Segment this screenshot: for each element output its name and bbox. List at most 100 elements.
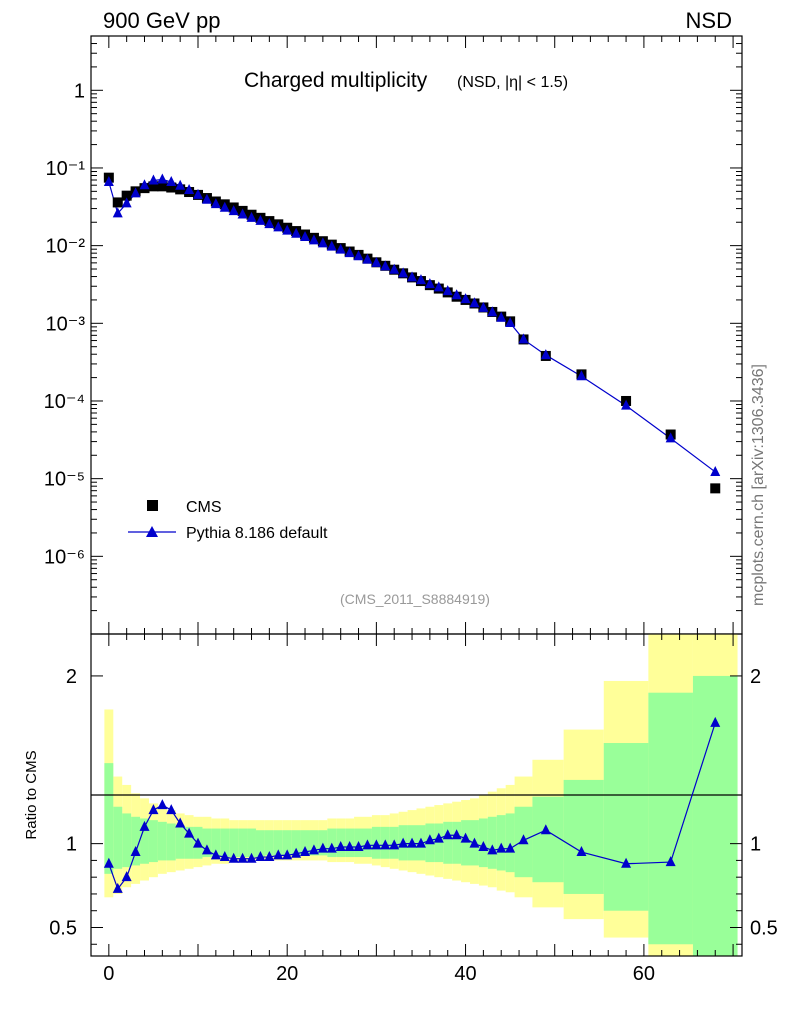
inner-uncertainty-band: [434, 823, 444, 863]
ratio-x-tick-label: 20: [276, 963, 298, 985]
pythia-point: [273, 221, 284, 232]
ratio-point: [139, 820, 150, 831]
inner-uncertainty-band: [157, 821, 167, 861]
chart-subtitle: (NSD, |η| < 1.5): [457, 74, 568, 91]
legend-marker-pythia: [146, 526, 158, 537]
inner-uncertainty-band: [229, 828, 239, 858]
pythia-point: [300, 231, 311, 242]
pythia-point: [139, 179, 150, 190]
ratio-point: [621, 857, 632, 868]
pythia-point: [166, 175, 177, 186]
inner-uncertainty-band: [202, 828, 212, 858]
inner-uncertainty-band: [113, 806, 123, 869]
ratio-y-tick-label: 0.5: [49, 917, 77, 939]
pythia-point: [487, 306, 498, 317]
main-y-tick-label: 10⁻²: [46, 236, 86, 258]
pythia-point: [398, 267, 409, 278]
ratio-point: [246, 852, 257, 863]
main-y-tick-label: 10⁻⁵: [44, 469, 85, 491]
inner-uncertainty-band: [247, 828, 256, 858]
ratio-point: [518, 834, 529, 845]
ratio-point: [335, 840, 346, 851]
pythia-point: [415, 274, 426, 285]
pythia-point: [451, 289, 462, 300]
cms-point: [710, 483, 721, 494]
inner-uncertainty-band: [264, 830, 274, 856]
ratio-point: [184, 827, 195, 838]
inner-uncertainty-band: [148, 820, 158, 863]
ratio-point: [291, 847, 302, 858]
pythia-point: [175, 179, 186, 190]
pythia-point: [433, 281, 444, 292]
pythia-point: [326, 240, 337, 251]
inner-uncertainty-band: [563, 779, 604, 894]
ratio-point: [353, 840, 364, 851]
pythia-point: [505, 316, 516, 327]
inner-uncertainty-band: [532, 796, 564, 883]
pythia-point: [184, 184, 195, 195]
ratio-y-tick-label: 1: [750, 834, 761, 856]
ratio-point: [665, 856, 676, 867]
pythia-point: [362, 253, 373, 264]
ratio-point: [362, 839, 373, 850]
inner-uncertainty-band: [443, 821, 453, 864]
ratio-point: [710, 716, 721, 727]
ratio-point: [407, 837, 418, 848]
cms-point: [112, 197, 123, 208]
inner-uncertainty-band: [140, 818, 149, 864]
inner-uncertainty-band: [603, 743, 649, 911]
ratio-y-label: Ratio to CMS: [23, 750, 40, 839]
ratio-point: [210, 849, 221, 860]
inner-uncertainty-band: [166, 823, 176, 861]
pythia-point: [157, 173, 168, 184]
ratio-point: [193, 837, 204, 848]
ratio-x-tick-label: 60: [633, 963, 655, 985]
inner-uncertainty-band: [282, 830, 292, 856]
inner-uncertainty-band: [184, 826, 194, 859]
pythia-point: [540, 349, 551, 360]
main-y-tick-label: 10⁻⁴: [44, 391, 85, 413]
pythia-point: [353, 250, 364, 261]
pythia-point: [380, 260, 391, 271]
ratio-point: [157, 799, 168, 810]
inner-uncertainty-band: [238, 828, 248, 858]
pythia-point: [308, 234, 319, 245]
ratio-point: [308, 844, 319, 855]
ratio-point: [317, 842, 328, 853]
ratio-point: [576, 846, 587, 857]
pythia-point: [469, 297, 480, 308]
pythia-point: [710, 465, 721, 476]
pythia-point: [518, 333, 529, 344]
ratio-y-tick-label: 2: [750, 666, 761, 688]
pythia-line: [108, 178, 716, 473]
ratio-point: [398, 837, 409, 848]
pythia-point: [371, 256, 382, 267]
ratio-point: [326, 842, 337, 853]
inner-uncertainty-band: [309, 830, 319, 856]
ratio-frame: [90, 633, 743, 957]
cms-point: [157, 181, 168, 192]
inner-uncertainty-band: [131, 816, 141, 866]
ratio-point: [433, 832, 444, 843]
ratio-line: [108, 722, 716, 891]
ratio-point: [148, 804, 159, 815]
pythia-point: [496, 311, 507, 322]
analysis-id: (CMS_2011_S8884919): [340, 591, 490, 607]
ratio-y-tick-label: 0.5: [750, 917, 778, 939]
ratio-point: [442, 829, 453, 840]
pythia-point: [228, 205, 239, 216]
ratio-point: [389, 839, 400, 850]
inner-uncertainty-band: [104, 763, 114, 874]
ratio-point: [273, 849, 284, 860]
cms-point: [148, 181, 159, 192]
main-y-tick-label: 10⁻¹: [46, 158, 86, 180]
pythia-point: [344, 247, 355, 258]
inner-uncertainty-band: [175, 825, 185, 859]
pythia-point: [148, 174, 159, 185]
pythia-point: [665, 432, 676, 443]
pythia-point: [130, 187, 141, 198]
main-x-axis: [108, 36, 734, 634]
ratio-y-axis: 0.5 0.5 1 1 2 2: [49, 666, 778, 945]
pythia-point: [460, 293, 471, 304]
